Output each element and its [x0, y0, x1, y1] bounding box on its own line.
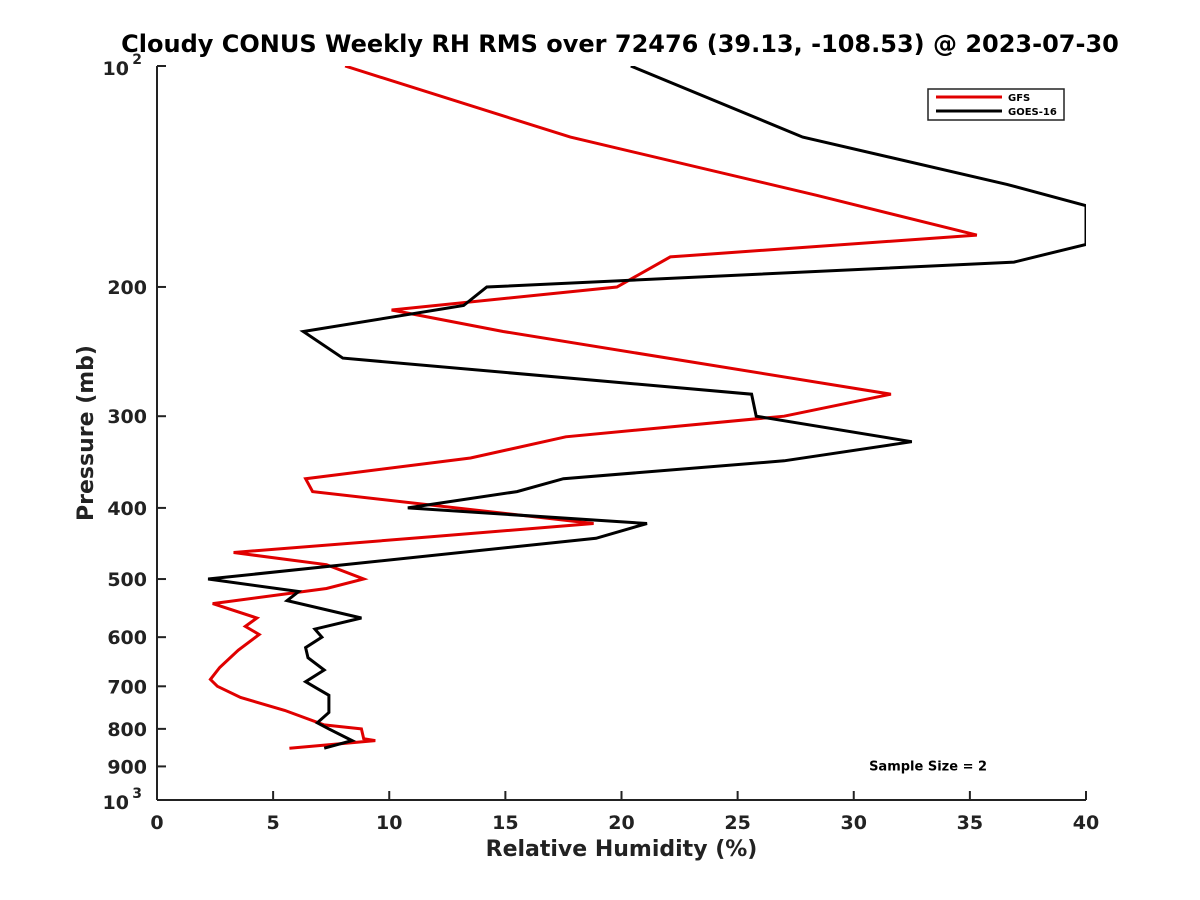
series-layer [207, 66, 1086, 750]
series-line-goes-16 [207, 66, 1086, 750]
legend-entry-label: GFS [1008, 93, 1030, 104]
x-tick-label: 5 [267, 812, 280, 834]
y-tick-base: 10 [103, 792, 129, 814]
legend-box [927, 88, 1065, 121]
y-tick-label: 900 [107, 756, 147, 778]
x-tick-label: 0 [150, 812, 163, 834]
x-tick-label: 35 [957, 812, 983, 834]
x-tick-label: 25 [724, 812, 750, 834]
x-tick-label: 15 [492, 812, 518, 834]
x-tick-label: 20 [608, 812, 634, 834]
y-tick-label: 10 [103, 58, 129, 80]
x-tick-label: 30 [841, 812, 867, 834]
y-tick-label: 700 [107, 676, 147, 698]
y-tick-label: 600 [107, 627, 147, 649]
x-axis-label: Relative Humidity (%) [486, 837, 758, 862]
annotations: Sample Size = 2 [869, 759, 987, 774]
series-line-gfs [208, 66, 978, 750]
y-axis-label: Pressure (mb) [74, 345, 99, 521]
y-tick-label: 500 [107, 569, 147, 591]
sample-size-annotation: Sample Size = 2 [869, 759, 987, 774]
x-tick-label: 40 [1073, 812, 1099, 834]
y-tick-label: 10 [103, 792, 129, 814]
legend[interactable]: GFS GOES-16 [927, 88, 1065, 121]
y-tick-label: 200 [107, 277, 147, 299]
legend-entry-label: GOES-16 [1008, 107, 1057, 118]
y-tick-base: 10 [103, 58, 129, 80]
x-tick-label: 10 [376, 812, 402, 834]
y-tick-label: 400 [107, 498, 147, 520]
chart-title: Cloudy CONUS Weekly RH RMS over 72476 (3… [121, 30, 1119, 58]
y-tick-label: 800 [107, 719, 147, 741]
y-tick-exponent: 2 [132, 52, 142, 68]
y-tick-exponent: 3 [132, 786, 142, 802]
y-tick-label: 300 [107, 406, 147, 428]
